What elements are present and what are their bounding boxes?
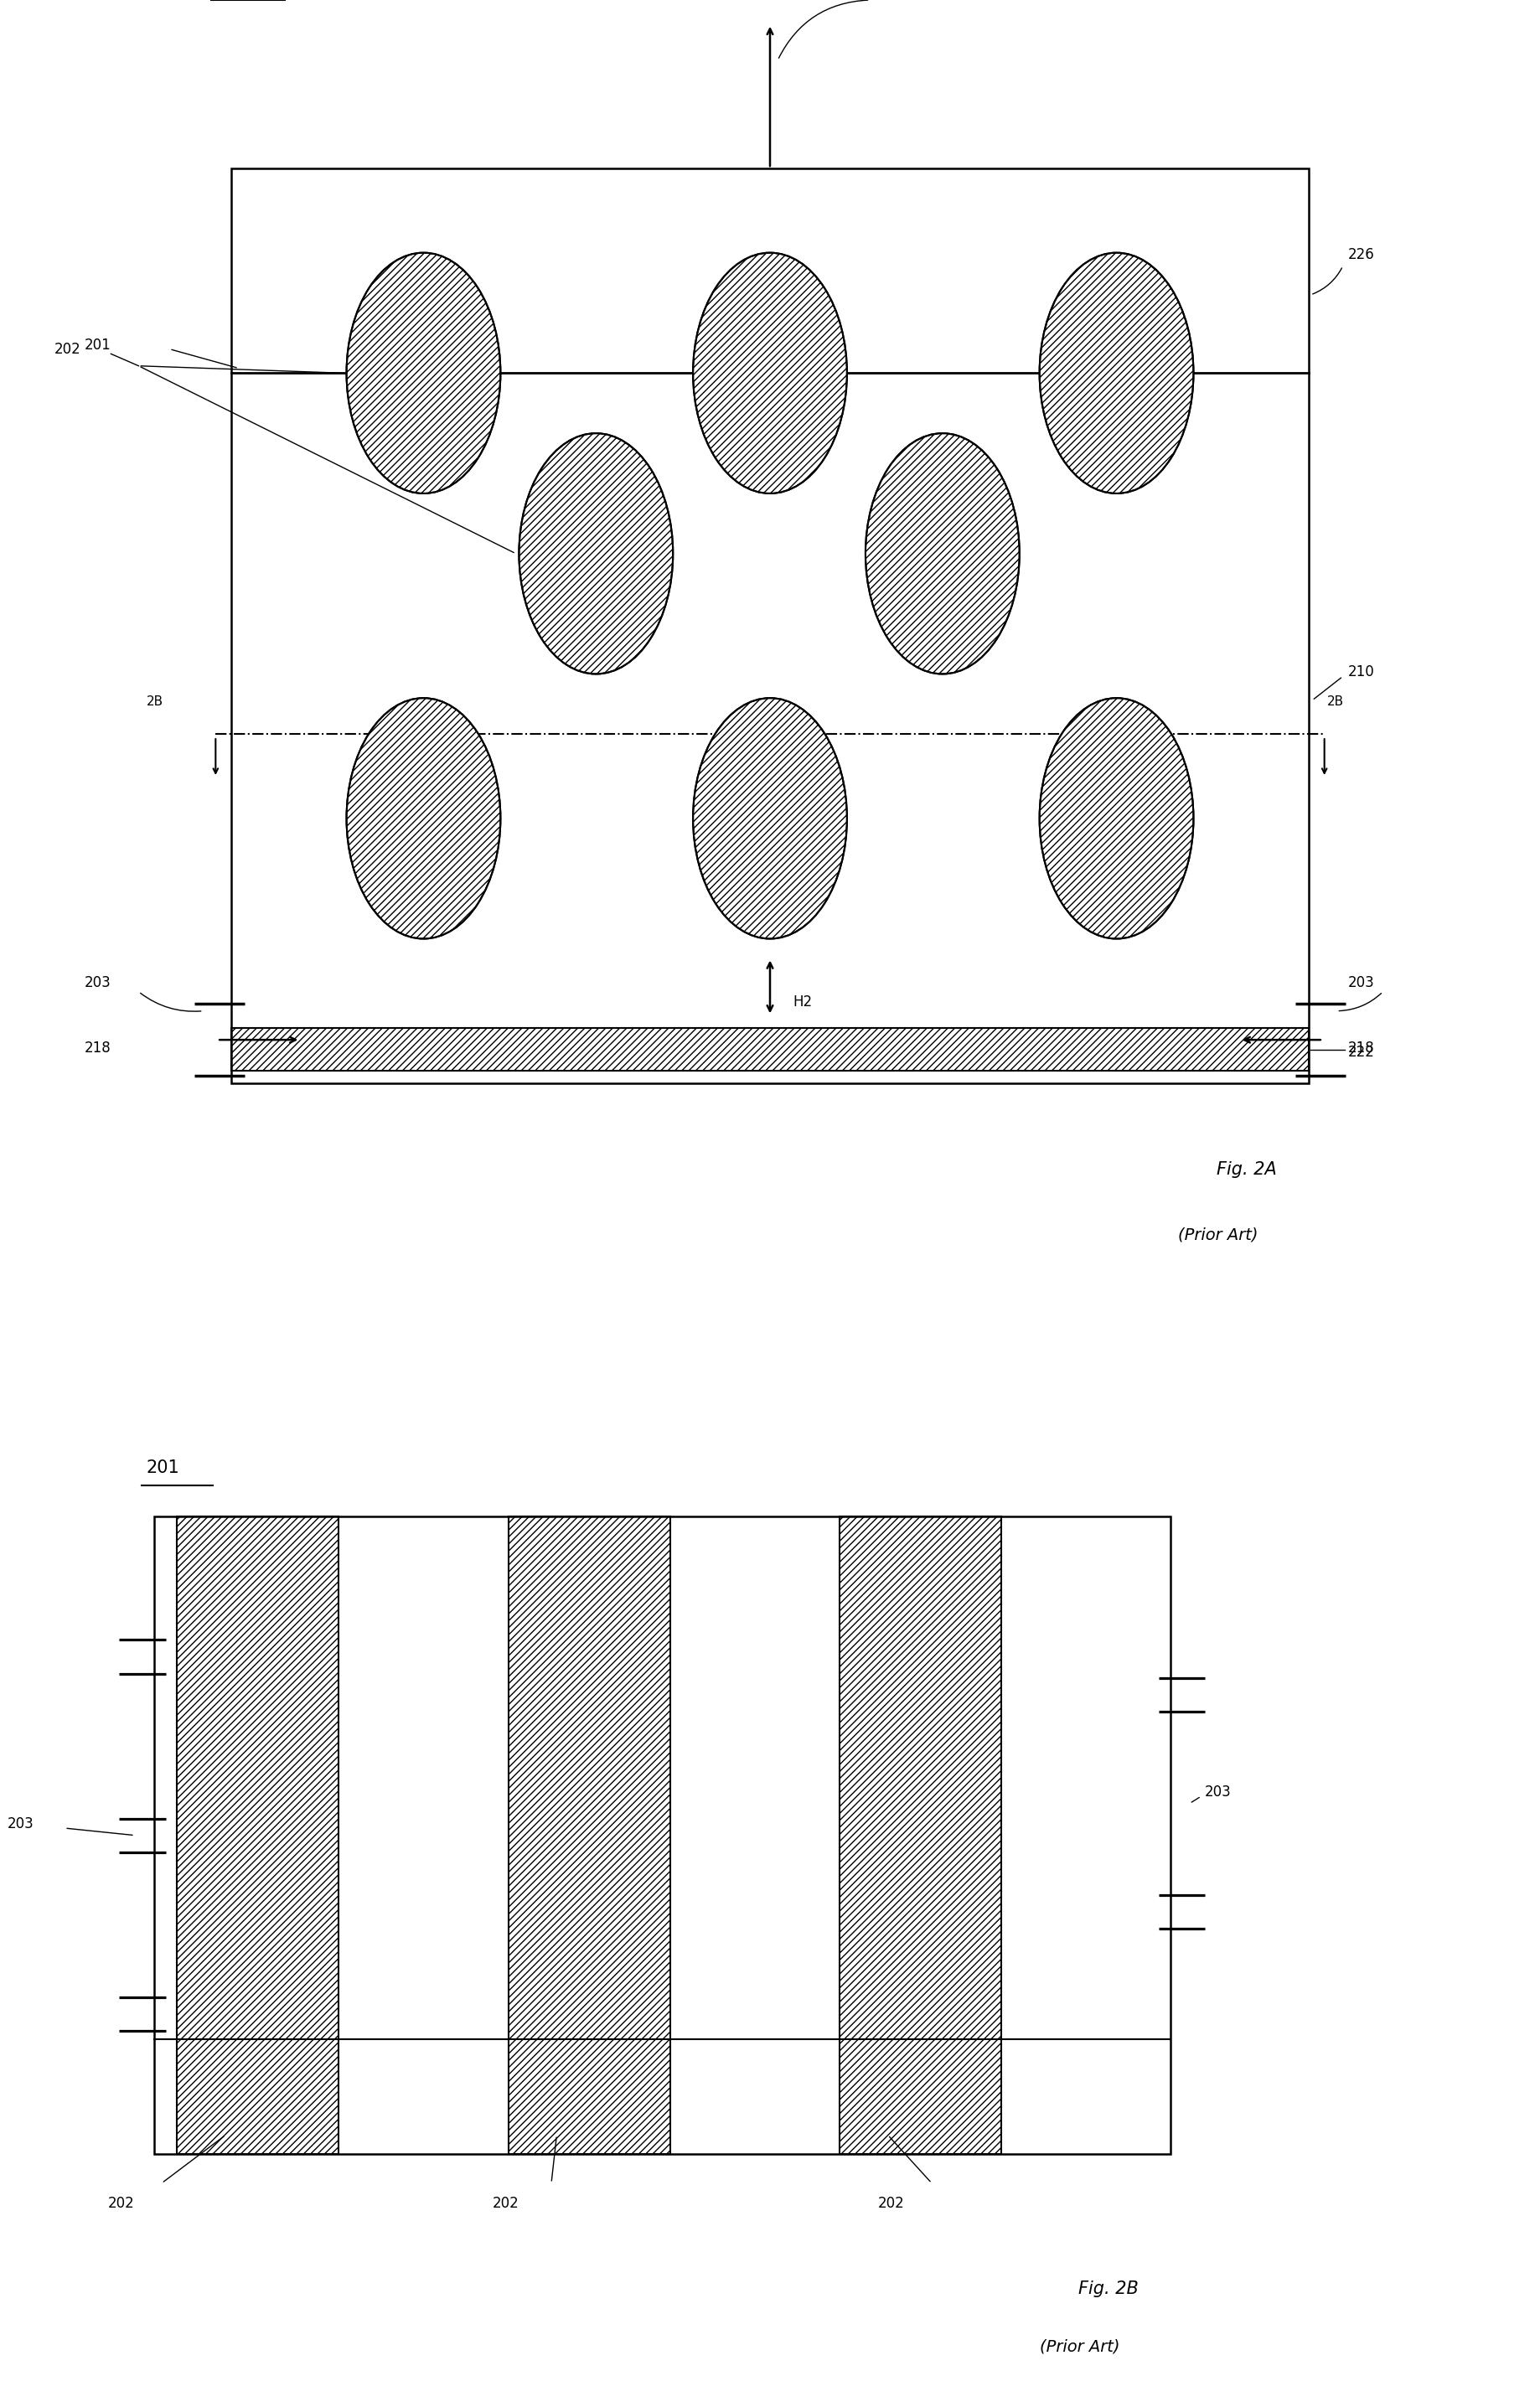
Text: 201: 201 <box>146 1459 180 1475</box>
Circle shape <box>1040 253 1194 493</box>
Text: Fig. 2A: Fig. 2A <box>1217 1160 1277 1177</box>
Circle shape <box>346 698 500 939</box>
Bar <box>231 168 1309 1083</box>
Text: 2B: 2B <box>1327 696 1344 708</box>
Circle shape <box>1040 698 1194 939</box>
Text: 210: 210 <box>1348 664 1374 679</box>
Text: 202: 202 <box>493 2195 519 2210</box>
Text: 203: 203 <box>8 1817 34 1832</box>
Text: 202: 202 <box>878 2195 904 2210</box>
Text: (Prior Art): (Prior Art) <box>1040 2340 1120 2354</box>
Text: 226: 226 <box>1348 248 1374 262</box>
Text: 2B: 2B <box>146 696 163 708</box>
Text: H2: H2 <box>793 994 813 1009</box>
Bar <box>177 1516 339 2154</box>
Bar <box>508 1516 670 2154</box>
Text: 218: 218 <box>1348 1040 1374 1054</box>
Text: Fig. 2B: Fig. 2B <box>1078 2279 1138 2296</box>
Text: 203: 203 <box>85 975 111 989</box>
Bar <box>154 1516 1170 2154</box>
Text: 218: 218 <box>85 1040 111 1054</box>
Text: 203: 203 <box>1348 975 1374 989</box>
Circle shape <box>346 253 500 493</box>
Bar <box>839 1516 1001 2154</box>
Bar <box>231 1028 1309 1071</box>
Text: 202: 202 <box>108 2195 134 2210</box>
Circle shape <box>865 433 1019 674</box>
Circle shape <box>693 253 847 493</box>
Circle shape <box>693 698 847 939</box>
Circle shape <box>519 433 673 674</box>
Text: (Prior Art): (Prior Art) <box>1178 1228 1258 1242</box>
Text: 201: 201 <box>85 337 111 351</box>
Text: 202: 202 <box>54 342 80 356</box>
Text: 222: 222 <box>1348 1045 1374 1059</box>
Text: 203: 203 <box>1204 1784 1230 1800</box>
